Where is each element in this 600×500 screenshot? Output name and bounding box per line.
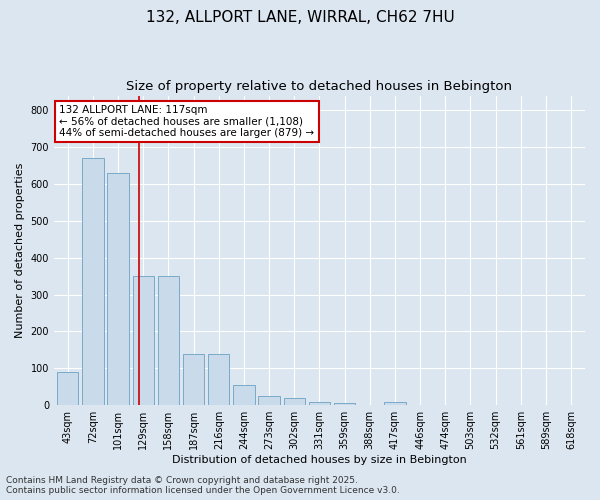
Text: 132 ALLPORT LANE: 117sqm
← 56% of detached houses are smaller (1,108)
44% of sem: 132 ALLPORT LANE: 117sqm ← 56% of detach… — [59, 105, 314, 138]
Bar — [107, 173, 129, 405]
X-axis label: Distribution of detached houses by size in Bebington: Distribution of detached houses by size … — [172, 455, 467, 465]
Bar — [158, 276, 179, 405]
Bar — [259, 396, 280, 405]
Bar — [57, 372, 79, 405]
Title: Size of property relative to detached houses in Bebington: Size of property relative to detached ho… — [127, 80, 512, 93]
Bar — [309, 402, 330, 405]
Text: Contains HM Land Registry data © Crown copyright and database right 2025.
Contai: Contains HM Land Registry data © Crown c… — [6, 476, 400, 495]
Bar — [183, 354, 205, 405]
Bar — [233, 385, 254, 405]
Bar — [133, 276, 154, 405]
Bar — [208, 354, 229, 405]
Bar — [334, 404, 355, 405]
Bar — [384, 402, 406, 405]
Y-axis label: Number of detached properties: Number of detached properties — [15, 162, 25, 338]
Bar — [82, 158, 104, 405]
Text: 132, ALLPORT LANE, WIRRAL, CH62 7HU: 132, ALLPORT LANE, WIRRAL, CH62 7HU — [146, 10, 454, 25]
Bar — [284, 398, 305, 405]
